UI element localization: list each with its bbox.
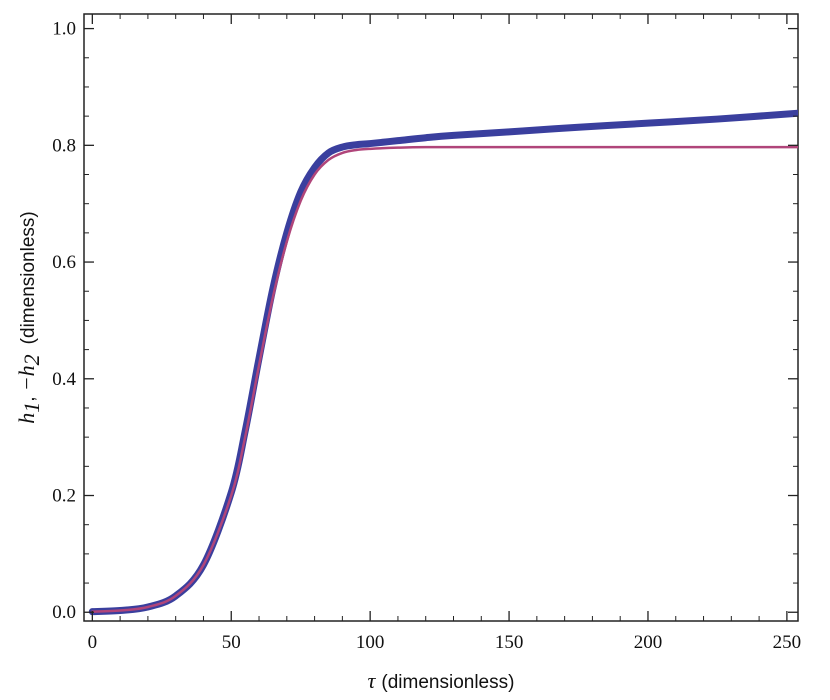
y-axis-h2: −h xyxy=(14,365,39,391)
ticks-layer xyxy=(84,14,798,621)
x-tick-label: 0 xyxy=(88,632,98,653)
x-tick-label: 250 xyxy=(773,632,802,653)
y-tick-label: 1.0 xyxy=(52,19,76,40)
series-line-1 xyxy=(88,109,798,616)
series-layer xyxy=(88,109,798,616)
y-tick-label: 0.0 xyxy=(52,602,76,623)
x-axis-symbol: τ xyxy=(368,668,377,693)
x-axis-label: τ (dimensionless) xyxy=(368,668,515,693)
y-tick-label: 0.6 xyxy=(52,252,76,273)
y-axis-h1: h xyxy=(14,413,39,424)
x-tick-label: 150 xyxy=(495,632,524,653)
x-tick-label: 200 xyxy=(634,632,663,653)
y-axis-h1-sub: 1 xyxy=(19,402,44,413)
series-line-2 xyxy=(91,145,798,613)
x-axis-text: (dimensionless) xyxy=(381,672,514,693)
y-axis-sep: , xyxy=(18,391,39,402)
y-tick-label: 0.8 xyxy=(52,135,76,156)
x-tick-label: 50 xyxy=(222,632,241,653)
y-axis-label: h1, −h2 (dimensionless) xyxy=(14,211,44,423)
y-axis-text: (dimensionless) xyxy=(18,211,39,344)
y-tick-label: 0.4 xyxy=(52,369,76,390)
y-tick-label: 0.2 xyxy=(52,486,76,507)
y-axis-h2-sub: 2 xyxy=(19,354,44,365)
plot-frame xyxy=(83,13,799,622)
plot-area xyxy=(83,13,799,622)
x-tick-label: 100 xyxy=(356,632,385,653)
